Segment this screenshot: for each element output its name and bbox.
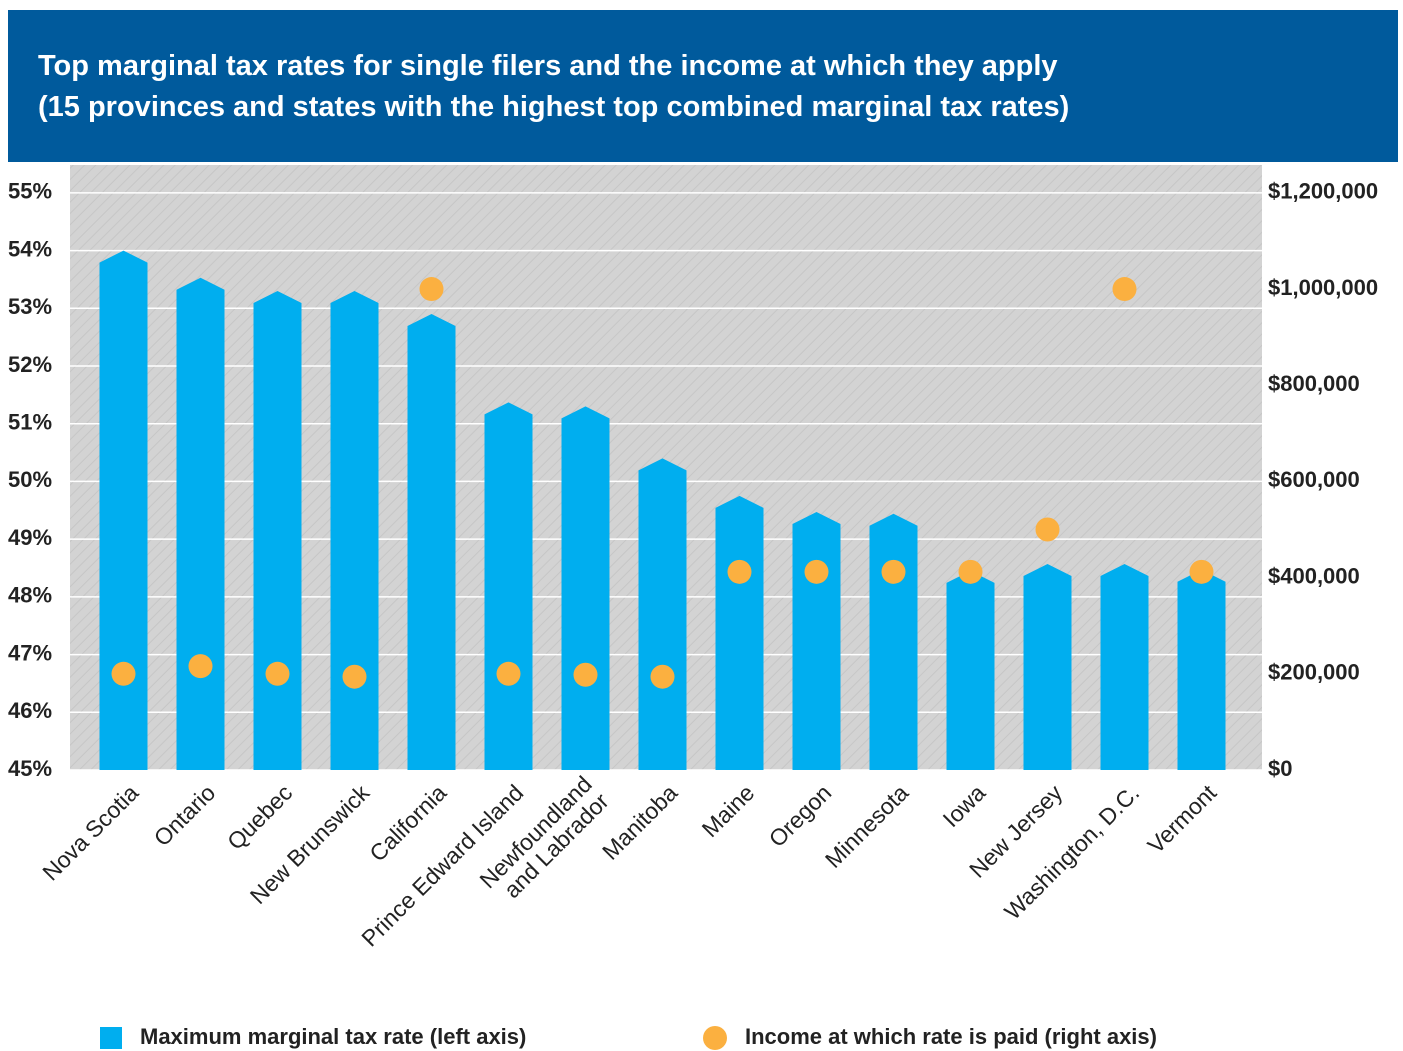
dot	[342, 664, 367, 689]
dot	[881, 559, 906, 584]
bar	[253, 290, 302, 770]
y-tick-label: 45%	[8, 756, 52, 781]
dot	[1189, 559, 1214, 584]
x-tick-label: Quebec	[222, 779, 297, 854]
y-tick-label: 47%	[8, 640, 52, 665]
x-tick-label: Manitoba	[597, 779, 682, 864]
y-tick-label: 53%	[8, 294, 52, 319]
bar	[792, 512, 841, 770]
dot	[804, 559, 829, 584]
dot	[265, 661, 290, 686]
x-tick-label: Nova Scotia	[37, 779, 143, 885]
legend-label: Maximum marginal tax rate (left axis)	[140, 1024, 526, 1049]
dot	[188, 654, 213, 679]
dot	[1112, 277, 1137, 302]
bar	[638, 458, 687, 770]
y-tick-label: 49%	[8, 525, 52, 550]
bar	[99, 250, 148, 771]
y2-tick-label: $1,200,000	[1268, 179, 1378, 204]
legend-swatch	[703, 1026, 727, 1050]
dot	[650, 664, 675, 689]
bar	[715, 495, 764, 770]
y-tick-label: 50%	[8, 467, 52, 492]
x-tick-label: Minnesota	[820, 779, 914, 873]
bar	[561, 406, 610, 770]
dot	[111, 661, 136, 686]
bar	[330, 290, 379, 770]
y2-tick-label: $600,000	[1268, 467, 1360, 492]
x-tick-label: Newfoundlandand Labrador	[474, 771, 614, 911]
x-tick-label: Oregon	[764, 779, 837, 852]
bar	[869, 513, 918, 770]
bar	[484, 402, 533, 770]
y-tick-label: 55%	[8, 179, 52, 204]
title-banner	[8, 10, 1398, 162]
dot	[727, 559, 752, 584]
y2-tick-label: $200,000	[1268, 660, 1360, 685]
bar	[407, 314, 456, 770]
legend-label: Income at which rate is paid (right axis…	[745, 1024, 1157, 1049]
bar	[946, 570, 995, 770]
x-tick-label: Washington, D.C.	[999, 779, 1144, 924]
dot	[958, 559, 983, 584]
y-tick-label: 51%	[8, 410, 52, 435]
bar	[176, 277, 225, 770]
x-tick-label: Ontario	[149, 779, 221, 851]
chart-title: Top marginal tax rates for single filers…	[38, 50, 1069, 123]
y-tick-label: 46%	[8, 698, 52, 723]
y2-tick-label: $1,000,000	[1268, 275, 1378, 300]
dot	[496, 661, 521, 686]
y-tick-label: 54%	[8, 236, 52, 261]
bar	[1023, 563, 1072, 770]
x-tick-label: Vermont	[1142, 779, 1221, 858]
x-tick-label: Iowa	[938, 779, 991, 832]
dot	[1035, 517, 1060, 542]
y-tick-label: 52%	[8, 352, 52, 377]
y-tick-label: 48%	[8, 583, 52, 608]
y2-tick-label: $0	[1268, 756, 1292, 781]
dot	[419, 277, 444, 302]
bar	[1100, 563, 1149, 770]
bar	[1177, 569, 1226, 770]
y2-tick-label: $400,000	[1268, 563, 1360, 588]
y2-tick-label: $800,000	[1268, 371, 1360, 396]
x-tick-label: Maine	[697, 779, 760, 842]
legend-swatch	[100, 1027, 122, 1049]
dot	[573, 662, 598, 687]
